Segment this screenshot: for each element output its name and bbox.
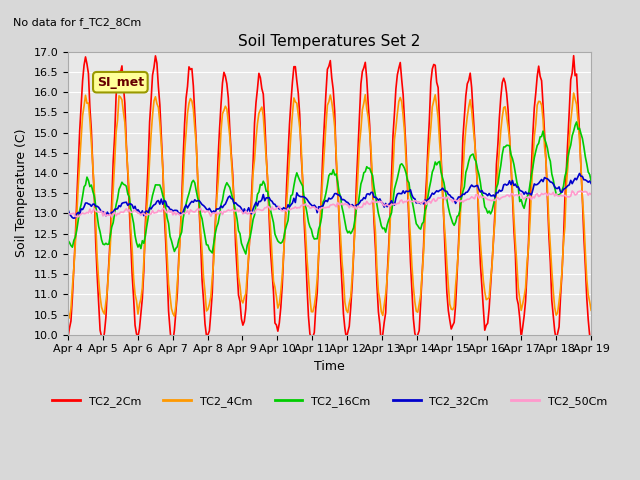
X-axis label: Time: Time — [314, 360, 345, 373]
Title: Soil Temperatures Set 2: Soil Temperatures Set 2 — [238, 34, 420, 49]
Legend: TC2_2Cm, TC2_4Cm, TC2_16Cm, TC2_32Cm, TC2_50Cm: TC2_2Cm, TC2_4Cm, TC2_16Cm, TC2_32Cm, TC… — [48, 391, 611, 411]
Text: No data for f_TC2_8Cm: No data for f_TC2_8Cm — [13, 17, 141, 28]
Text: SI_met: SI_met — [97, 76, 144, 89]
Y-axis label: Soil Temperature (C): Soil Temperature (C) — [15, 129, 28, 257]
